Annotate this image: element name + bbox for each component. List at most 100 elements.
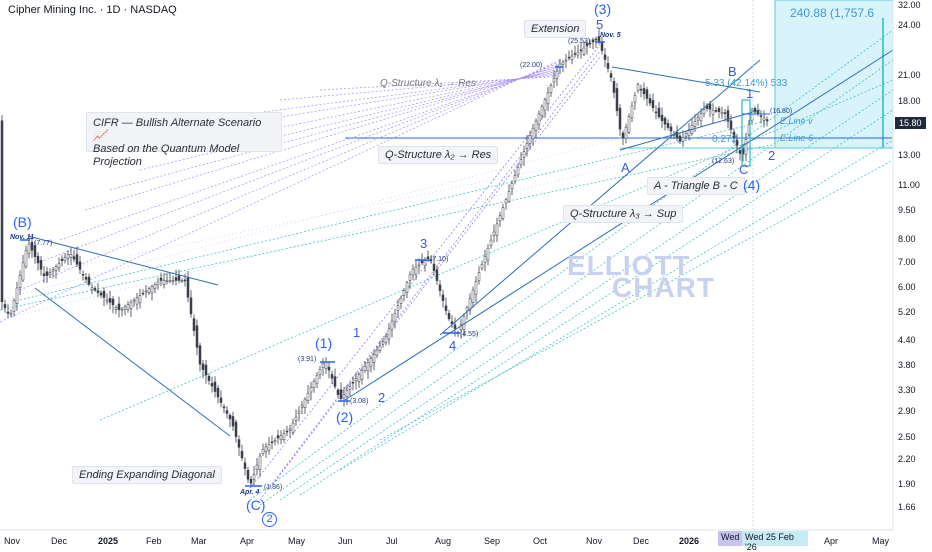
- candle-body: [309, 386, 313, 393]
- candle-body: [6, 311, 10, 314]
- fan-line-violet: [319, 76, 561, 91]
- fib-533-label: 5.33 (42.14%) 533: [705, 78, 788, 89]
- candle-body: [267, 444, 271, 451]
- candle-body: [69, 254, 73, 258]
- fan-line-teal: [0, 144, 771, 311]
- y-tick: 4.40: [898, 335, 916, 345]
- fan-line-violet: [0, 59, 561, 323]
- wave-2-circle: 2: [262, 512, 277, 527]
- candle-body: [486, 247, 490, 261]
- candle-body: [693, 121, 697, 127]
- candle-body: [585, 42, 589, 47]
- x-tick: Nov: [4, 536, 21, 546]
- candle-body: [321, 363, 325, 368]
- candle-body: [54, 266, 58, 271]
- x-tick: May: [872, 536, 890, 546]
- candle-body: [132, 299, 136, 302]
- candle-body: [210, 383, 214, 387]
- candle-body: [648, 98, 652, 104]
- price-1263: (12.63): [712, 158, 735, 165]
- x-tick: Sep: [484, 536, 501, 546]
- candle-body: [711, 109, 715, 115]
- candle-body: [453, 324, 457, 329]
- candle-body: [57, 263, 61, 268]
- candle-body: [345, 390, 349, 397]
- candle-body: [534, 120, 538, 132]
- candle-body: [135, 297, 139, 305]
- trend-line: [611, 66, 761, 93]
- candle-body: [288, 428, 292, 431]
- candle-body: [495, 223, 499, 236]
- fan-line-light: [0, 159, 641, 321]
- candle-body: [300, 404, 304, 408]
- candle-body: [303, 398, 307, 409]
- price-186: (1.86): [264, 484, 283, 491]
- wave-C-label: (C): [246, 497, 266, 513]
- wave-B-label: (B): [13, 214, 32, 230]
- candle-body: [594, 38, 598, 41]
- candle-body: [744, 139, 748, 155]
- candle-body: [513, 175, 517, 182]
- candle-body: [729, 120, 733, 130]
- candle-body: [48, 272, 52, 275]
- candle-body: [207, 376, 211, 381]
- candle-body: [699, 113, 703, 122]
- candle-body: [39, 259, 43, 270]
- candle-body: [150, 286, 154, 294]
- scenario-line-1: CIFR — Bullish Alternate Scenario📈: [93, 117, 262, 142]
- trend-line: [344, 49, 894, 401]
- trend-line: [619, 109, 761, 151]
- y-tick: 1.90: [898, 479, 916, 489]
- candle-body: [519, 159, 523, 166]
- candle-body: [75, 254, 79, 265]
- y-tick: 21.00: [898, 70, 921, 80]
- price-455: (4.55): [460, 331, 479, 338]
- candle-body: [432, 263, 436, 271]
- candle-body: [204, 364, 208, 376]
- candle-body: [324, 361, 328, 369]
- candle-body: [522, 151, 526, 158]
- scenario-note: CIFR — Bullish Alternate Scenario📈 Based…: [86, 112, 282, 168]
- candle-body: [177, 275, 181, 281]
- candle-body: [318, 368, 322, 375]
- candle-body: [192, 318, 196, 331]
- y-tick: 2.50: [898, 432, 916, 442]
- price-710: (7.10): [430, 256, 449, 263]
- candle-body: [276, 435, 280, 439]
- q-structure-3-label: Q-Structure λ₃ → Sup: [563, 205, 684, 223]
- wave-3: 3: [420, 236, 428, 251]
- candle-body: [588, 42, 592, 45]
- candle-body: [660, 114, 664, 121]
- candle-body: [399, 297, 403, 304]
- y-tick: 9.50: [898, 205, 916, 215]
- candle-body: [543, 99, 547, 111]
- candle-body: [624, 126, 628, 140]
- x-tick: Aug: [435, 536, 452, 546]
- candle-body: [759, 115, 763, 117]
- candle-body: [315, 374, 319, 384]
- candle-body: [384, 336, 388, 343]
- candle-body: [669, 126, 673, 132]
- candle-body: [609, 73, 613, 78]
- fan-line-teal: [299, 109, 894, 496]
- candle-body: [228, 414, 232, 420]
- fan-line-violet: [279, 74, 561, 101]
- candle-body: [579, 49, 583, 52]
- candle-body: [621, 132, 625, 138]
- wave-B: B: [728, 64, 737, 79]
- candle-body: [549, 85, 553, 93]
- candle-body: [555, 70, 559, 79]
- candle-body: [66, 254, 70, 259]
- candle-body: [213, 381, 217, 392]
- candle-body: [174, 277, 178, 281]
- x-tick: Jul: [386, 536, 398, 546]
- candle-body: [81, 274, 85, 276]
- candle-body: [105, 299, 109, 302]
- candle-body: [462, 315, 466, 330]
- x-tick: Oct: [533, 536, 548, 546]
- fan-line-violet: [59, 64, 561, 241]
- fan-line-violet: [109, 67, 561, 191]
- candle-body: [246, 469, 250, 480]
- y-tick: 3.30: [898, 385, 916, 395]
